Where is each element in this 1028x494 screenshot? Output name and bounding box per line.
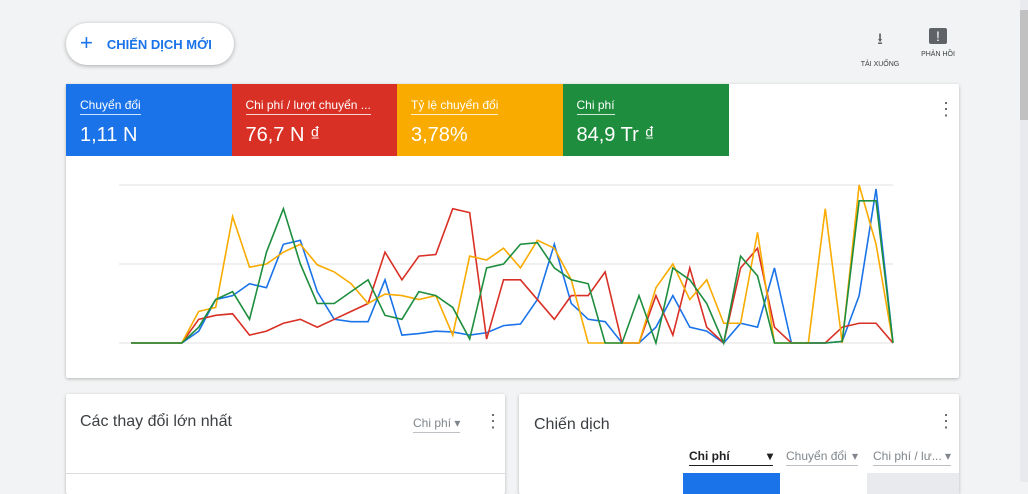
series-line [131, 188, 894, 345]
selected-column [683, 473, 780, 494]
metric-value: 84,9 Tr ₫ [576, 124, 655, 146]
metric-label: Tỷ lệ chuyển đổi [411, 98, 499, 115]
button-label: CHIẾN DỊCH MỚI [106, 36, 212, 52]
column-header[interactable]: Chi phí ▾ [689, 449, 773, 466]
scrollbar [1020, 0, 1028, 482]
column-label: Chi phí [689, 449, 730, 463]
changes-card: Các thay đổi lớn nhất Chi phí ▾ ⋮ [66, 394, 505, 494]
metric-value: 1,11 N [80, 124, 138, 146]
page: + CHIẾN DỊCH MỚI ⭳ TẢI XUỐNG ! PHẢN HỒI Chu… [66, 0, 1028, 494]
metric-value: 76,7 N ₫ [245, 124, 321, 146]
series-line [131, 200, 894, 346]
card-title: Các thay đổi lớn nhất [80, 413, 232, 430]
dropdown-label: Chi phí [413, 416, 452, 430]
column-label: Chuyển đổi [786, 449, 847, 463]
metric-tile[interactable]: Tỷ lệ chuyển đổi 3,78% [397, 84, 563, 156]
metric-tile[interactable]: Chi phí 84,9 Tr ₫ [562, 84, 729, 156]
menu[interactable]: ⋮ [484, 411, 502, 431]
series-line [131, 207, 894, 345]
download-tool[interactable]: ⭳ TẢI XUỐNG [855, 28, 905, 68]
series-line [131, 184, 894, 344]
card-title: Chiến dịch [534, 416, 610, 433]
metric-label: Chuyển đổi [80, 98, 141, 115]
metric-label: Chi phí [576, 98, 615, 115]
divider [66, 473, 505, 474]
column-label: Chi phí / lư... [873, 449, 942, 463]
chart-card: Chuyển đổi 1,11 N Chi phí / lượt chuyển ..… [66, 84, 959, 378]
tool-label: PHẢN HỒI [921, 51, 955, 58]
new-campaign-button[interactable]: + CHIẾN DỊCH MỚI [66, 23, 234, 65]
metric-dropdown[interactable]: Chi phí ▾ [413, 416, 461, 433]
metric-label: Chi phí / lượt chuyển ... [245, 98, 371, 115]
metric-tile[interactable]: Chuyển đổi 1,11 N [66, 84, 232, 156]
column-header[interactable]: Chi phí / lư... ▾ [873, 449, 951, 466]
metric-tile[interactable]: Chi phí / lượt chuyển ... 76,7 N ₫ [231, 84, 398, 156]
menu[interactable]: ⋮ [937, 411, 955, 431]
column-header[interactable]: Chuyển đổi ▾ [786, 449, 858, 466]
chart [119, 184, 894, 346]
tool-label: TẢI XUỐNG [860, 61, 900, 68]
column-band [867, 473, 959, 494]
metric-value: 3,78% [411, 124, 468, 146]
campaign-card: Chiến dịch ⋮ Chi phí ▾ Chuyển đổi ▾ Chi ph… [519, 394, 959, 494]
feedback-tool[interactable]: ! PHẢN HỒI [913, 28, 963, 58]
